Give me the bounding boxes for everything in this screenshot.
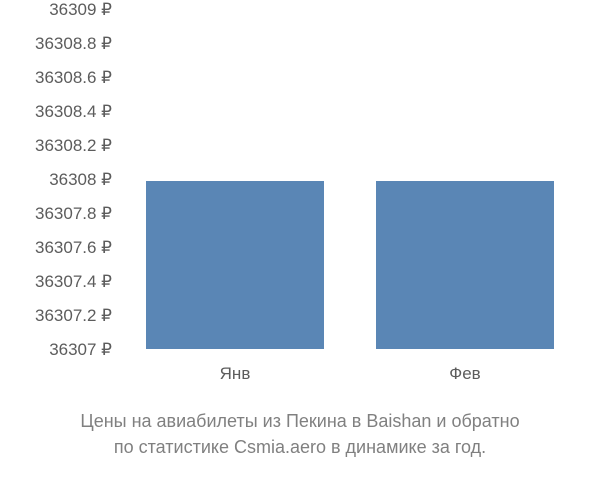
plot-area [120, 10, 580, 350]
y-tick-label: 36307.4 ₽ [35, 272, 112, 292]
y-tick-label: 36308.4 ₽ [35, 102, 112, 122]
bar [145, 180, 324, 350]
y-tick-label: 36309 ₽ [49, 0, 112, 20]
caption-line-2: по статистике Csmia.aero в динамике за г… [114, 437, 486, 457]
price-chart: 36309 ₽ 36308.8 ₽ 36308.6 ₽ 36308.4 ₽ 36308.… [0, 0, 600, 380]
y-tick-label: 36308.6 ₽ [35, 68, 112, 88]
y-tick-label: 36307.6 ₽ [35, 238, 112, 258]
y-tick-label: 36307 ₽ [49, 340, 112, 360]
caption-line-1: Цены на авиабилеты из Пекина в Baishan и… [80, 411, 519, 431]
x-tick-label: Фев [449, 364, 480, 384]
bar [375, 180, 554, 350]
y-axis: 36309 ₽ 36308.8 ₽ 36308.6 ₽ 36308.4 ₽ 36308.… [0, 0, 120, 360]
y-tick-label: 36307.2 ₽ [35, 306, 112, 326]
x-tick-label: Янв [220, 364, 251, 384]
x-axis: Янв Фев [120, 360, 580, 390]
chart-caption: Цены на авиабилеты из Пекина в Baishan и… [0, 408, 600, 460]
y-tick-label: 36308.2 ₽ [35, 136, 112, 156]
y-tick-label: 36308.8 ₽ [35, 34, 112, 54]
y-tick-label: 36307.8 ₽ [35, 204, 112, 224]
y-tick-label: 36308 ₽ [49, 170, 112, 190]
